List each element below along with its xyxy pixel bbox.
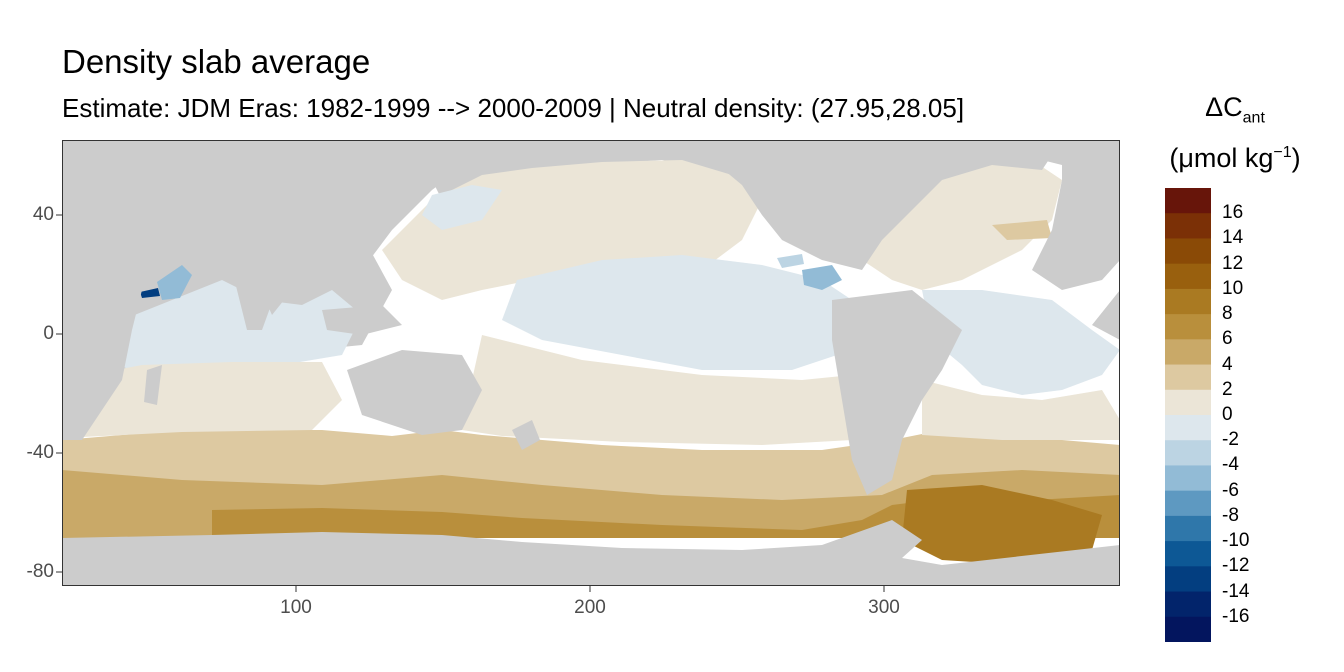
eurasia <box>122 140 482 315</box>
red-sea <box>140 288 160 298</box>
colorbar <box>1165 188 1211 642</box>
india <box>232 270 282 330</box>
y-tick-label: -80 <box>26 561 54 582</box>
legend-label: -16 <box>1222 605 1250 627</box>
land-masses <box>62 140 1120 495</box>
colorbar-swatch <box>1165 591 1211 618</box>
south-america <box>832 290 962 495</box>
colorbar-swatch <box>1165 339 1211 366</box>
colorbar-swatch <box>1165 188 1211 214</box>
south-indian <box>62 362 342 438</box>
colorbar-swatch <box>1165 415 1211 441</box>
antarctica <box>62 520 1120 586</box>
indian-ocean <box>102 280 362 370</box>
legend-label: 16 <box>1222 202 1244 224</box>
legend-label: 8 <box>1222 303 1233 325</box>
y-tick-label: 0 <box>43 323 54 344</box>
legend-label: 12 <box>1222 252 1244 274</box>
colorbar-swatch <box>1165 238 1211 265</box>
labrador-sea <box>992 220 1052 240</box>
panel-border <box>62 140 1120 586</box>
y-tick-label: -40 <box>26 442 54 463</box>
legend-label: 2 <box>1222 378 1233 400</box>
legend-label: -6 <box>1222 479 1239 501</box>
legend-label: -10 <box>1222 530 1250 552</box>
x-tick-label: 100 <box>280 597 312 618</box>
colorbar-swatch <box>1165 440 1211 466</box>
gulf-alaska <box>422 185 502 230</box>
legend-label: -8 <box>1222 504 1239 526</box>
west-africa <box>1092 290 1120 340</box>
colorbar-swatch <box>1165 566 1211 593</box>
legend-label: 0 <box>1222 404 1233 425</box>
legend-label: 6 <box>1222 328 1233 350</box>
tropical-atlantic <box>922 290 1120 395</box>
colorbar-swatch <box>1165 213 1211 239</box>
map-panel <box>62 140 1120 586</box>
caribbean <box>802 265 842 290</box>
colorbar-swatch <box>1165 490 1211 517</box>
colorbar-swatch <box>1165 515 1211 542</box>
legend-label: -4 <box>1222 454 1239 476</box>
colorbar-swatch <box>1165 541 1211 567</box>
south-pacific <box>462 335 852 445</box>
colorbar-swatch <box>1165 364 1211 391</box>
x-tick-label: 200 <box>574 597 606 618</box>
legend-label: 4 <box>1222 353 1233 375</box>
colorbar-swatch <box>1165 314 1211 340</box>
madagascar <box>144 365 162 405</box>
colorbar-swatch <box>1165 616 1211 642</box>
colorbar-swatch <box>1165 465 1211 492</box>
legend-label: 10 <box>1222 277 1244 299</box>
legend-unit-close: ) <box>1291 143 1301 173</box>
legend-label: -12 <box>1222 555 1250 577</box>
new-zealand <box>512 420 540 450</box>
legend-unit-exponent: −1 <box>1273 144 1292 161</box>
y-tick-label: 40 <box>32 204 54 225</box>
legend-label: -2 <box>1222 429 1239 451</box>
colorbar-swatch <box>1165 389 1211 416</box>
legend-unit: (μmol kg <box>1169 143 1274 173</box>
arabian-sea <box>157 265 192 300</box>
legend-label: -14 <box>1222 580 1250 602</box>
north-america <box>482 140 1062 270</box>
gulf-mexico-light <box>777 254 804 268</box>
colorbar-swatch <box>1165 288 1211 315</box>
legend-subscript: ant <box>1242 109 1265 127</box>
colorbar-swatch <box>1165 263 1211 290</box>
indonesia <box>322 305 402 335</box>
plot-subtitle: Estimate: JDM Eras: 1982-1999 --> 2000-2… <box>62 93 965 123</box>
australia <box>347 350 482 435</box>
legend-symbol: ΔC <box>1205 92 1243 122</box>
plot-title: Density slab average <box>62 43 371 80</box>
legend-label: 14 <box>1222 227 1244 249</box>
x-tick-label: 300 <box>868 597 900 618</box>
south-atlantic <box>922 380 1120 440</box>
weddell-sea <box>902 485 1102 565</box>
tropical-pacific <box>502 255 852 370</box>
europe <box>1032 140 1120 290</box>
africa <box>62 140 152 440</box>
